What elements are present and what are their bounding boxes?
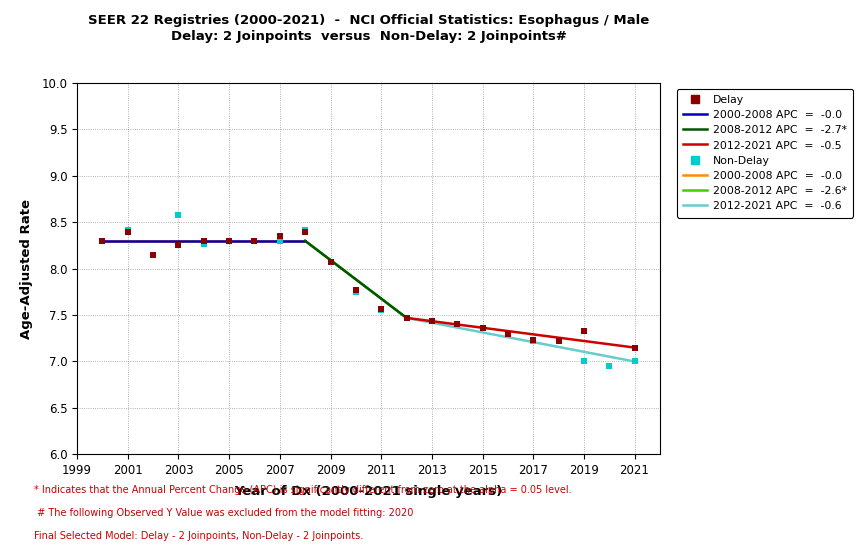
Point	[96, 237, 110, 245]
Legend: Delay, 2000-2008 APC  =  -0.0, 2008-2012 APC  =  -2.7*, 2012-2021 APC  =  -0.5, : Delay, 2000-2008 APC = -0.0, 2008-2012 A…	[677, 89, 854, 218]
Point	[171, 241, 185, 250]
Point	[248, 237, 261, 245]
Point	[627, 357, 641, 366]
Point	[577, 357, 590, 366]
Point	[197, 239, 211, 248]
Point	[450, 320, 464, 329]
Point	[399, 314, 413, 322]
Point	[324, 258, 338, 266]
Point	[552, 337, 566, 346]
Point	[526, 336, 540, 345]
Point	[375, 306, 388, 315]
Text: # The following Observed Y Value was excluded from the model fitting: 2020: # The following Observed Y Value was exc…	[34, 508, 414, 518]
Point	[171, 211, 185, 219]
Point	[375, 304, 388, 313]
Point	[273, 237, 287, 245]
Point	[425, 316, 439, 325]
Point	[298, 225, 312, 234]
Point	[501, 329, 515, 338]
Text: Delay: 2 Joinpoints  versus  Non-Delay: 2 Joinpoints#: Delay: 2 Joinpoints versus Non-Delay: 2 …	[171, 30, 566, 43]
X-axis label: Year of Dx (2000-2021 single years): Year of Dx (2000-2021 single years)	[234, 485, 503, 499]
Point	[96, 237, 110, 245]
Text: SEER 22 Registries (2000-2021)  -  NCI Official Statistics: Esophagus / Male: SEER 22 Registries (2000-2021) - NCI Off…	[88, 14, 649, 27]
Point	[324, 258, 338, 266]
Point	[526, 337, 540, 346]
Point	[248, 237, 261, 245]
Point	[222, 237, 236, 245]
Point	[577, 326, 590, 335]
Point	[476, 324, 489, 332]
Point	[552, 337, 566, 346]
Point	[197, 237, 211, 245]
Point	[147, 250, 160, 259]
Point	[476, 324, 489, 332]
Point	[121, 225, 135, 234]
Point	[349, 286, 363, 295]
Point	[627, 343, 641, 352]
Text: Final Selected Model: Delay - 2 Joinpoints, Non-Delay - 2 Joinpoints.: Final Selected Model: Delay - 2 Joinpoin…	[34, 531, 363, 541]
Point	[425, 316, 439, 325]
Point	[222, 237, 236, 245]
Point	[298, 227, 312, 236]
Point	[399, 314, 413, 322]
Point	[147, 250, 160, 259]
Point	[501, 329, 515, 338]
Point	[121, 227, 135, 236]
Text: * Indicates that the Annual Percent Change (APC) is significantly different from: * Indicates that the Annual Percent Chan…	[34, 485, 572, 495]
Point	[349, 288, 363, 296]
Y-axis label: Age-Adjusted Rate: Age-Adjusted Rate	[20, 199, 33, 338]
Point	[273, 232, 287, 240]
Point	[602, 362, 616, 371]
Point	[450, 320, 464, 329]
